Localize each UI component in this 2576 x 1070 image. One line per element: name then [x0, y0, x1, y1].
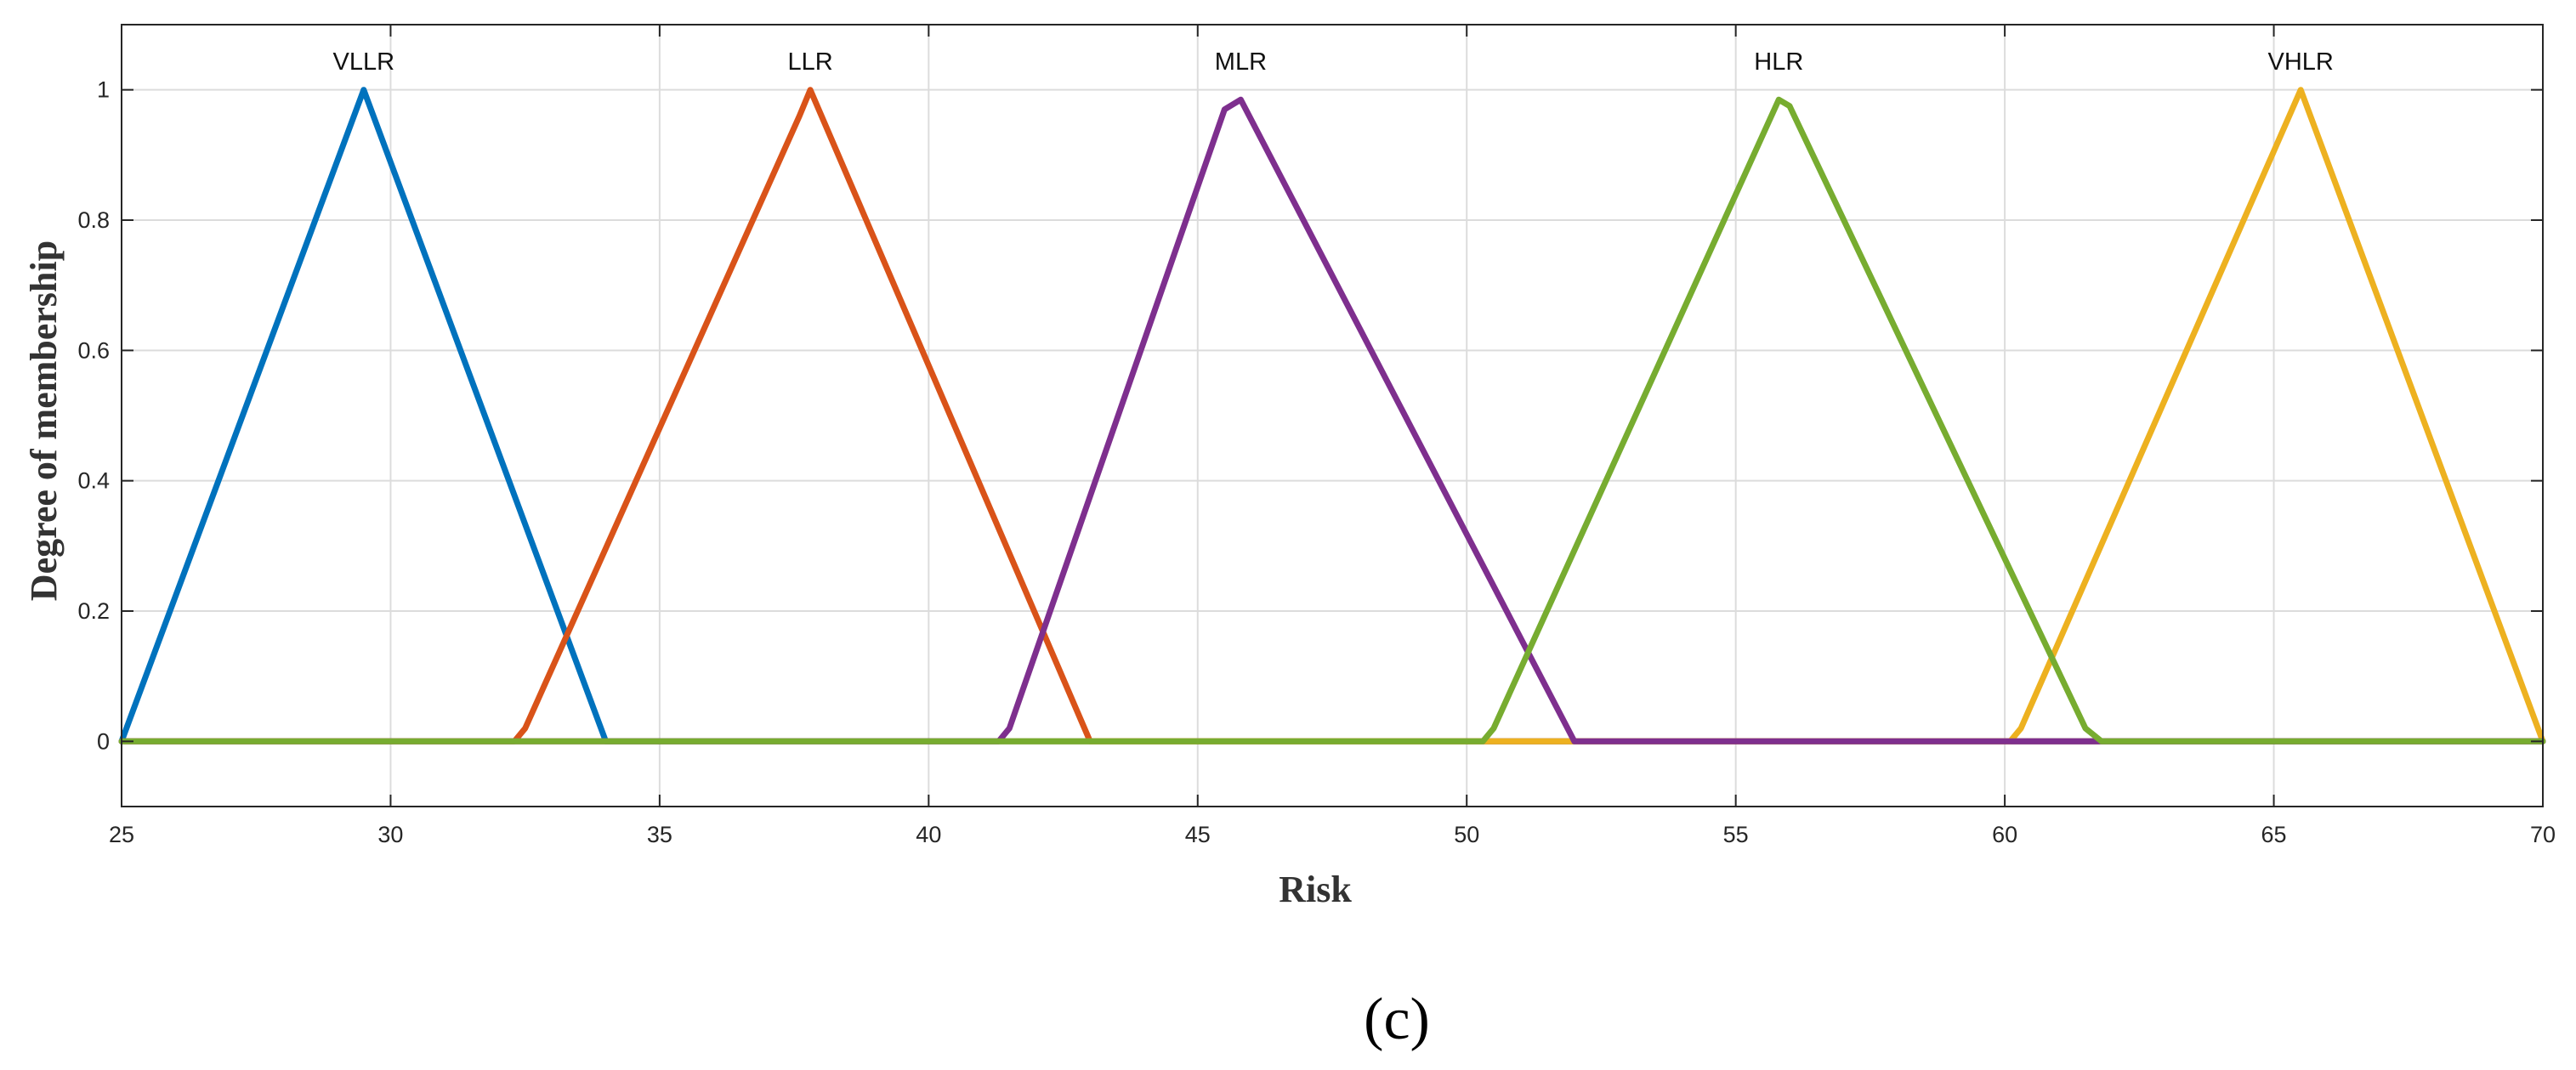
figure-caption: (c): [1364, 987, 1430, 1052]
series-lines: [118, 87, 2546, 744]
y-tick-label: 0.6: [77, 337, 110, 363]
peak-label-vllr: VLLR: [333, 48, 395, 76]
peak-label-mlr: MLR: [1215, 48, 1267, 76]
tick-labels: 25 30 35 40 45 50 55 60 65 70 0 0.2 0.4 0.6 0.8 1: [77, 25, 2556, 847]
peak-label-vhlr: VHLR: [2268, 48, 2334, 76]
series-line-hlr: [118, 96, 2546, 744]
x-axis-label: Risk: [1279, 869, 1352, 910]
x-tick-label: 70: [2530, 822, 2556, 847]
x-tick-label: 50: [1454, 822, 1479, 847]
peak-label-hlr: HLR: [1754, 48, 1803, 76]
x-tick-label: 35: [647, 822, 672, 847]
y-tick-label: 0.8: [77, 207, 110, 233]
x-tick-label: 45: [1185, 822, 1211, 847]
peak-labels: VLLR LLR MLR HLR VHLR: [333, 48, 2334, 76]
x-tick-label: 30: [377, 822, 403, 847]
peak-label-llr: LLR: [787, 48, 832, 76]
x-tick-label: 25: [109, 822, 134, 847]
y-tick-label: 0: [97, 728, 110, 754]
plot-frame: [121, 24, 2544, 807]
y-tick-label: 1: [97, 77, 110, 103]
x-tick-label: 65: [2261, 822, 2287, 847]
x-tick-label: 60: [1992, 822, 2017, 847]
series-line-vllr: [118, 87, 2546, 744]
y-axis-label: Degree of membership: [23, 241, 65, 601]
x-tick-label: 55: [1723, 822, 1749, 847]
y-tick-label: 0.2: [77, 598, 110, 624]
y-tick-label: 0.4: [77, 468, 110, 494]
x-tick-label: 40: [916, 822, 941, 847]
